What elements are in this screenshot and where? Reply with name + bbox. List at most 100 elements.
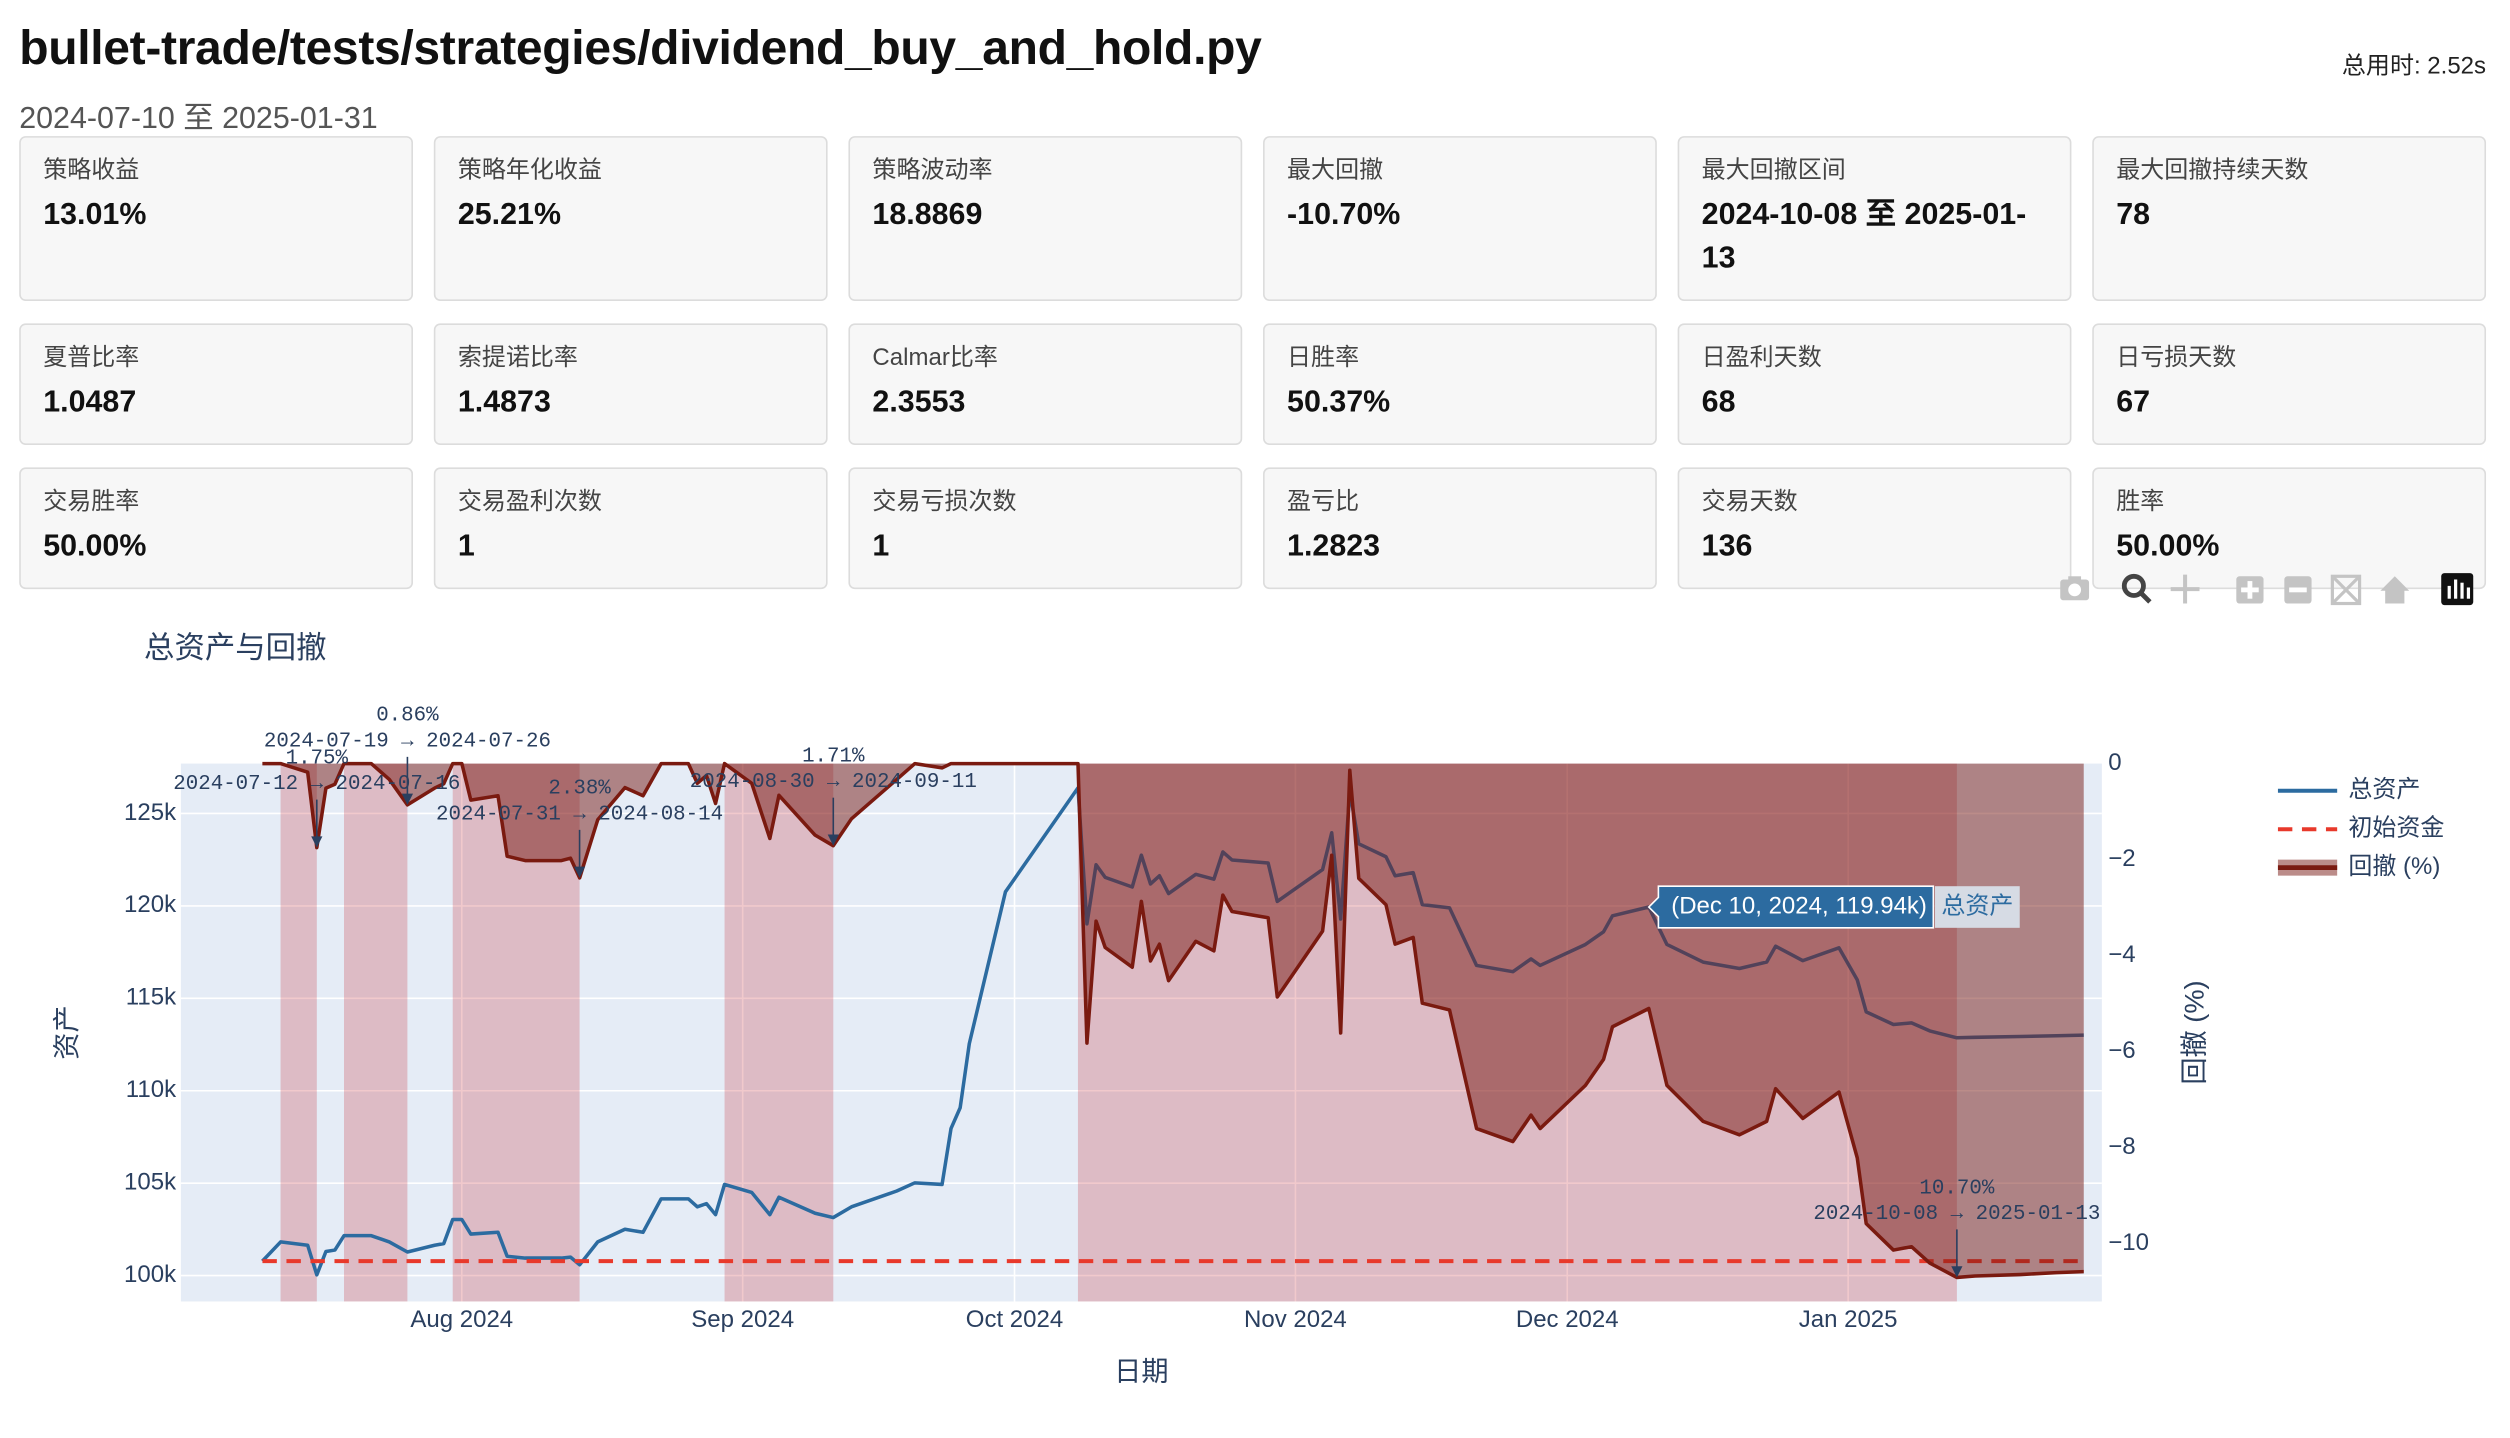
hover-box (1647, 885, 1935, 929)
y2-tick-label: −2 (2108, 845, 2135, 872)
metric-cards: 策略收益 13.01% 策略年化收益 25.21% 策略波动率 18.8869 最大回撤 -1… (19, 136, 2487, 590)
x-tick-label: Oct 2024 (966, 1306, 1063, 1333)
chart: 总资产与回撤 100k 105k 110k 115k 120k 125k Aug 2024 Se… (51, 573, 2474, 1387)
metric-label: 日胜率 (1287, 344, 1360, 372)
y2-tick-label: −8 (2108, 1133, 2135, 1160)
legend-label: 总资产 (2348, 776, 2420, 803)
drawdown-period (724, 763, 834, 1302)
y2-tick-label: −4 (2108, 941, 2135, 968)
chart-title: 总资产与回撤 (144, 631, 326, 665)
annotation-period: 2024-10-08 → 2025-01-13 (1813, 1203, 2100, 1226)
y-tick-label: 110k (126, 1076, 177, 1103)
hover-name-box (1934, 886, 2020, 928)
metric-label: 最大回撤持续天数 (2116, 156, 2309, 185)
annotation-depth: 2.38% (548, 778, 611, 801)
x-tick-label: Aug 2024 (410, 1306, 513, 1333)
metric-value: 50.00% (2116, 529, 2220, 564)
metric-label: 盈亏比 (1287, 488, 1360, 516)
metric-card: Calmar比率 2.3553 (848, 323, 1243, 446)
annotation-arrowhead (827, 834, 839, 846)
y-tick-label: 100k (124, 1261, 177, 1288)
metric-value: 136 (1701, 529, 1753, 564)
annotation-depth: 1.71% (802, 746, 865, 769)
zoom-out-button[interactable] (2284, 576, 2312, 604)
x-tick-label: Nov 2024 (1244, 1306, 1347, 1333)
camera-button[interactable] (2060, 576, 2090, 601)
legend-label: 初始资金 (2348, 815, 2444, 842)
metric-value: 2.3553 (872, 385, 966, 420)
drawdown-period (280, 763, 317, 1302)
metric-card: 交易亏损次数 1 (848, 467, 1243, 590)
pan-button[interactable] (2170, 574, 2200, 604)
annotation-arrowhead (401, 793, 414, 805)
annotation-depth: 1.75% (286, 747, 349, 770)
metric-label: 索提诺比率 (457, 344, 578, 372)
metric-value: 18.8869 (872, 198, 983, 233)
drawdown-fill (262, 763, 2084, 1278)
metric-card: 索提诺比率 1.4873 (433, 323, 828, 446)
modebar (2060, 573, 2474, 606)
metric-card: 盈亏比 1.2823 (1263, 467, 1657, 590)
x-axis-title: 日期 (1114, 1356, 1168, 1387)
metric-value: 1.2823 (1287, 529, 1381, 564)
metric-value: 67 (2116, 385, 2151, 420)
x-tick-label: Dec 2024 (1516, 1306, 1619, 1333)
metric-card: 策略收益 13.01% (19, 136, 414, 301)
y-tick-label: 125k (124, 799, 177, 826)
metric-card: 最大回撤区间 2024-10-08 至 2025-01-13 (1677, 136, 2072, 301)
metric-label: 策略年化收益 (457, 156, 602, 185)
legend-label: 回撤 (%) (2348, 853, 2440, 880)
zoom-button[interactable] (2121, 573, 2152, 604)
metric-label: 交易盈利次数 (457, 488, 602, 516)
metric-card: 交易胜率 50.00% (19, 467, 414, 590)
y-tick-label: 105k (124, 1168, 177, 1195)
zoom-in-button[interactable] (2236, 576, 2264, 604)
metric-label: 日亏损天数 (2116, 344, 2237, 372)
metric-value: 1 (872, 529, 890, 564)
metric-label: Calmar比率 (872, 344, 998, 372)
drawdown-period (343, 763, 408, 1302)
metric-value: 2024-10-08 至 2025-01-13 (1701, 198, 2027, 276)
metric-label: 日盈利天数 (1701, 344, 1822, 372)
annotation-arrowhead (573, 866, 586, 878)
metric-card: 夏普比率 1.0487 (19, 323, 414, 446)
metric-value: 78 (2116, 198, 2151, 233)
reset-button[interactable] (2380, 576, 2410, 604)
metric-value: 13.01% (43, 198, 147, 233)
metric-label: 最大回撤区间 (1701, 156, 1846, 185)
metric-value: 50.00% (43, 529, 147, 564)
x-tick-label: Sep 2024 (691, 1306, 794, 1333)
annotation-period: 2024-08-30 → 2024-09-11 (690, 771, 977, 794)
elapsed-time: 总用时: 2.52s (2341, 52, 2487, 81)
metric-label: 最大回撤 (1287, 156, 1384, 185)
y2-tick-label: −6 (2108, 1037, 2135, 1064)
y-axis-title: 资产 (51, 1005, 82, 1059)
metric-card: 日盈利天数 68 (1677, 323, 2072, 446)
metric-label: 交易亏损次数 (872, 488, 1017, 516)
metric-card: 交易盈利次数 1 (433, 467, 828, 590)
metric-label: 策略收益 (43, 156, 140, 185)
y-tick-label: 115k (126, 984, 177, 1011)
metric-card: 策略年化收益 25.21% (433, 136, 828, 301)
annotation-period: 2024-07-19 → 2024-07-26 (264, 730, 551, 753)
hover-label: (Dec 10, 2024, 119.94k) (1671, 892, 1927, 919)
metric-label: 胜率 (2116, 488, 2165, 516)
metric-value: 68 (1701, 385, 1736, 420)
metric-label: 交易天数 (1701, 488, 1798, 516)
metric-label: 夏普比率 (43, 344, 140, 372)
annotation-period: 2024-07-12 → 2024-07-16 (173, 773, 460, 796)
y2-tick-label: 0 (2108, 749, 2121, 776)
metric-card: 策略波动率 18.8869 (848, 136, 1243, 301)
annotation-arrowhead (311, 836, 323, 848)
metric-value: 50.37% (1287, 385, 1391, 420)
autoscale-button[interactable] (2330, 574, 2362, 606)
y-tick-label: 120k (124, 891, 177, 918)
metric-value: 1.0487 (43, 385, 137, 420)
metric-value: 25.21% (457, 198, 562, 233)
hover-series-name: 总资产 (1941, 892, 2013, 919)
plotly-logo[interactable] (2441, 573, 2474, 606)
date-range: 2024-07-10 至 2025-01-31 (19, 102, 378, 137)
metric-card: 日亏损天数 67 (2092, 323, 2487, 446)
metric-card: 最大回撤持续天数 78 (2092, 136, 2487, 301)
